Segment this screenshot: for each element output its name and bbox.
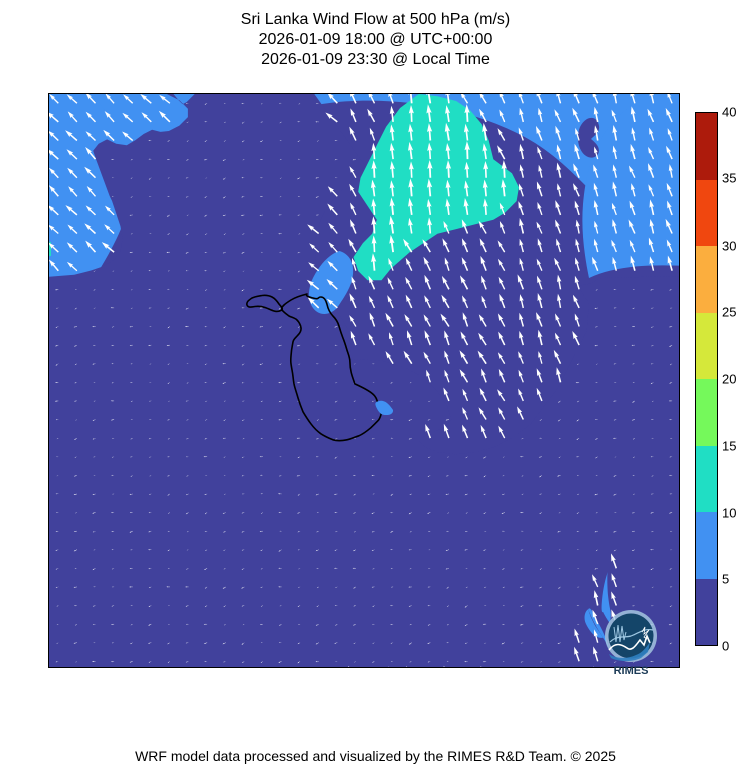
svg-text:RIMES: RIMES — [614, 665, 649, 677]
